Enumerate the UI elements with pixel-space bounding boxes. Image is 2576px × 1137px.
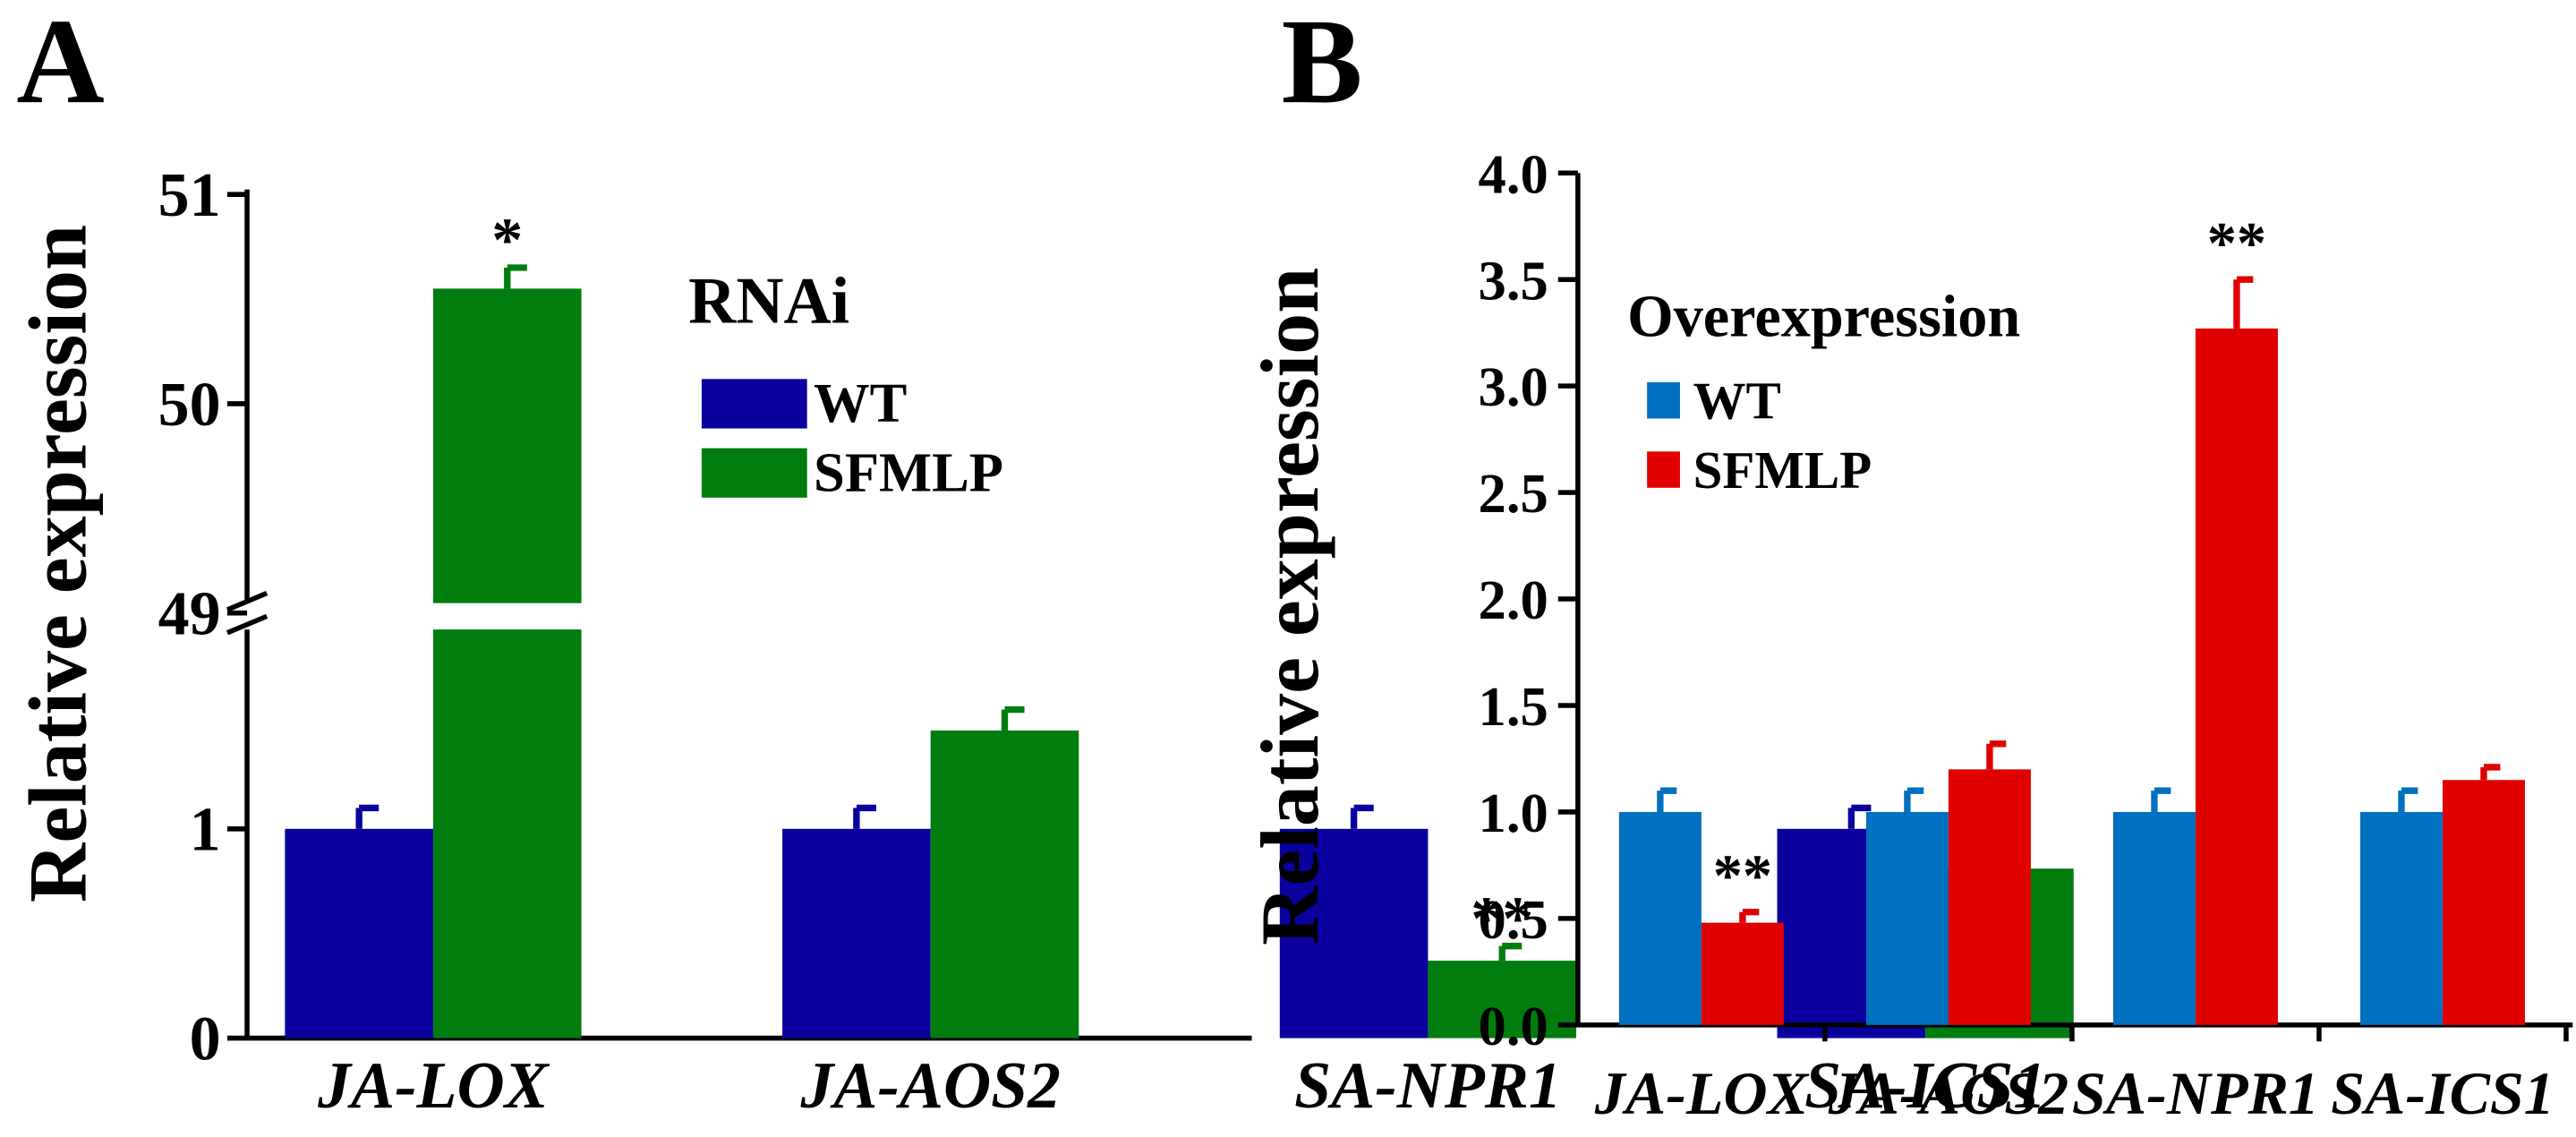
legend-label-sfmlp: SFMLP <box>1693 441 1872 500</box>
y-tick-label: 1 <box>190 796 221 865</box>
x-tick-label-sa-ics1: SA-ICS1 <box>1804 1048 2046 1122</box>
significance-marker: ** <box>1713 843 1772 909</box>
y-tick-label: 3.0 <box>1479 355 1548 418</box>
y-tick-label: 4.0 <box>1479 142 1548 205</box>
bar-wt-sa-npr1 <box>1279 828 1429 1039</box>
bar-sfmlp-ja-lox <box>432 288 582 603</box>
panel-a: A 0 1 49 50 51 Relative expression JA-LOX JA-AOS… <box>13 0 2074 1122</box>
bar-wt-ja-aos2 <box>1865 811 1949 1025</box>
significance-marker: ** <box>1471 885 1533 953</box>
x-tick-label-ja-lox: JA-LOX <box>317 1048 550 1122</box>
legend-swatch-sfmlp <box>701 448 807 498</box>
y-tick-label: 50 <box>158 371 221 440</box>
significance-marker: ** <box>2207 211 2266 277</box>
panel-b: B 0.0 0.5 1.0 1.5 2.0 2.5 3.0 3.5 4.0 Relative exp… <box>1244 0 2573 1127</box>
bar-wt-ja-aos2 <box>782 828 931 1039</box>
bar-wt-ja-lox <box>1618 811 1702 1025</box>
x-tick-label-sa-npr1: SA-NPR1 <box>1294 1048 1562 1122</box>
y-tick-label: 3.5 <box>1479 249 1548 312</box>
axis-break-mark <box>226 591 269 612</box>
y-tick-label: 2.0 <box>1479 568 1548 631</box>
bar-sfmlp-ja-lox <box>1701 922 1784 1025</box>
panel-label-b: B <box>1282 0 1363 129</box>
bar-sfmlp-ja-aos2 <box>930 730 1079 1039</box>
legend-swatch-wt <box>1647 382 1680 419</box>
y-tick-label: 1.5 <box>1479 675 1548 738</box>
bar-wt-sa-npr1 <box>2112 811 2196 1025</box>
x-tick-label-ja-lox: JA-LOX <box>1594 1059 1810 1127</box>
panel-label-a: A <box>16 0 104 129</box>
bar-sfmlp-sa-npr1 <box>1428 961 1577 1039</box>
bar-sfmlp-ja-aos2 <box>1948 769 2031 1025</box>
y-tick-label: 2.5 <box>1479 462 1548 525</box>
x-tick-label-sa-npr1: SA-NPR1 <box>2072 1059 2319 1127</box>
x-tick-label-ja-aos2: JA-AOS2 <box>799 1048 1060 1122</box>
bar-wt-sa-ics1 <box>2359 811 2443 1025</box>
y-axis-title: Relative expression <box>1244 268 1335 945</box>
significance-marker: * <box>491 207 523 276</box>
y-tick-label: 1.0 <box>1479 782 1548 844</box>
bar-sfmlp-sa-npr1 <box>2195 328 2278 1025</box>
y-tick-label: 49 <box>158 580 221 649</box>
legend-title: Overexpression <box>1627 284 2020 349</box>
legend-swatch-wt <box>701 379 807 429</box>
x-tick-label-sa-ics1: SA-ICS1 <box>2331 1059 2555 1127</box>
x-tick-label-ja-aos2: JA-AOS2 <box>1828 1059 2069 1127</box>
bar-wt-ja-lox <box>285 828 433 1039</box>
axis-break-mark <box>226 613 269 636</box>
bar-sfmlp-ja-lox-lower <box>432 629 582 1039</box>
y-tick-label: 0 <box>190 1004 221 1073</box>
legend-label-wt: WT <box>814 372 907 434</box>
legend-title: RNAi <box>688 264 849 338</box>
legend-swatch-sfmlp <box>1647 451 1680 488</box>
bar-sfmlp-sa-ics1 <box>2442 780 2525 1025</box>
y-tick-label: 51 <box>158 161 221 230</box>
legend-label-sfmlp: SFMLP <box>814 440 1003 503</box>
y-tick-label: 0.5 <box>1479 888 1548 951</box>
legend-label-wt: WT <box>1693 372 1781 431</box>
y-tick-label: 0.0 <box>1479 995 1548 1057</box>
y-axis-title: Relative expression <box>13 225 104 902</box>
